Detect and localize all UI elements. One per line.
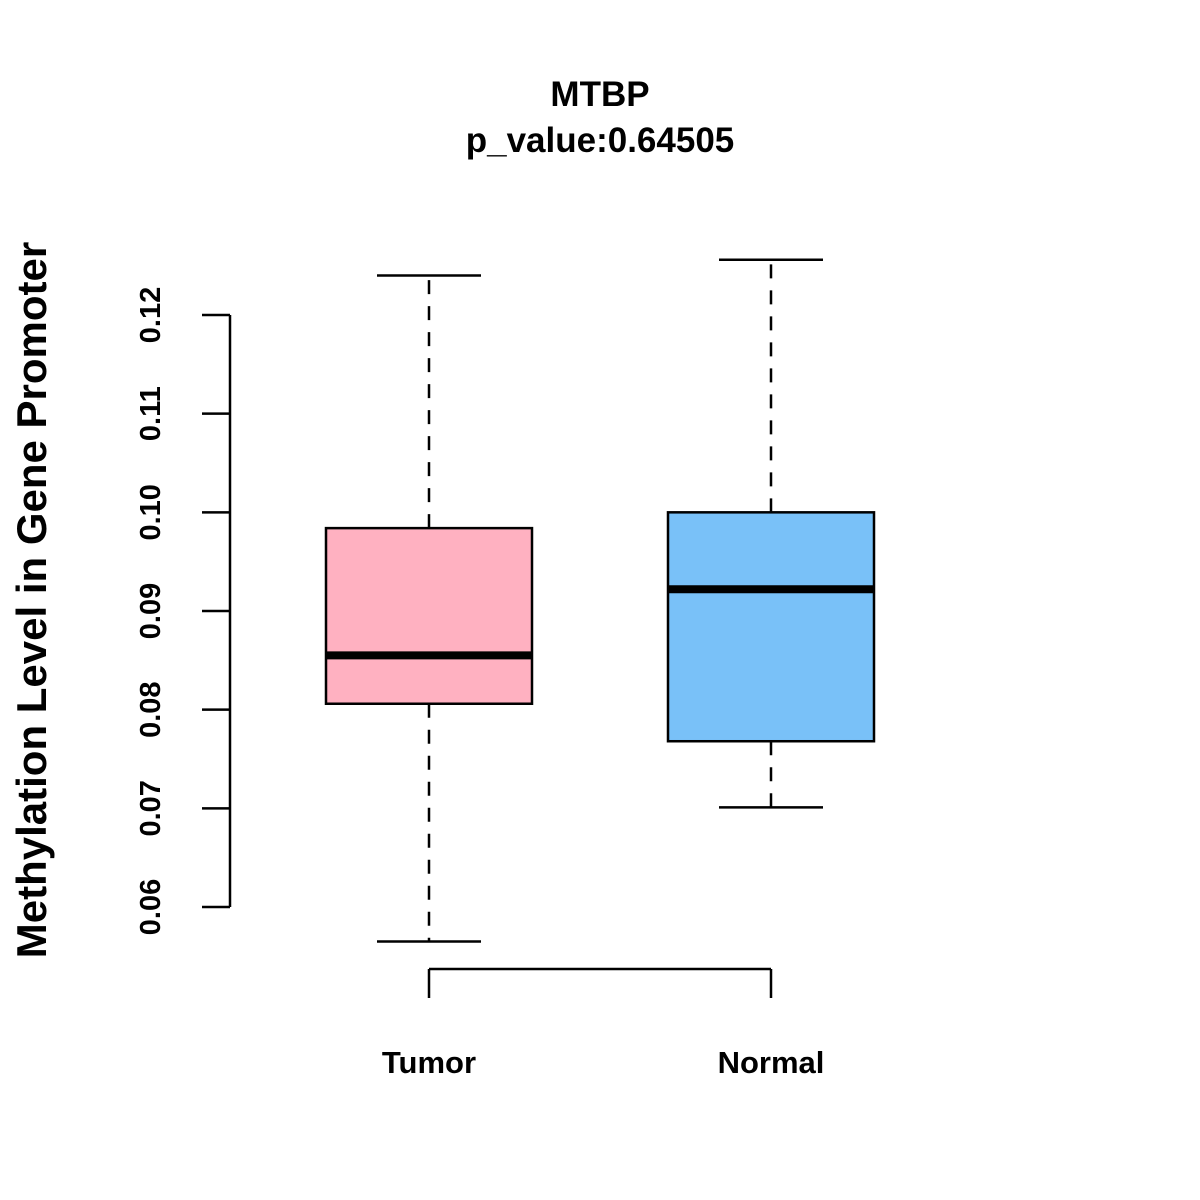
iqr-box bbox=[326, 528, 532, 704]
chart-subtitle: p_value:0.64505 bbox=[466, 121, 735, 160]
y-tick-label: 0.07 bbox=[135, 780, 167, 836]
y-axis-label: Methylation Level in Gene Promoter bbox=[8, 242, 55, 958]
box-tumor bbox=[326, 276, 532, 942]
x-tick-label: Tumor bbox=[382, 1045, 476, 1080]
y-tick-label: 0.08 bbox=[135, 681, 167, 737]
y-tick-label: 0.12 bbox=[135, 287, 167, 343]
x-axis: Tumor Normal bbox=[382, 969, 824, 1080]
y-tick-label: 0.11 bbox=[135, 386, 167, 441]
y-tick-label: 0.09 bbox=[135, 583, 167, 639]
chart-title: MTBP bbox=[550, 75, 649, 114]
box-normal bbox=[668, 260, 874, 808]
y-tick-label: 0.10 bbox=[135, 484, 167, 540]
x-tick-label: Normal bbox=[718, 1045, 825, 1080]
box-series bbox=[326, 260, 874, 942]
iqr-box bbox=[668, 512, 874, 741]
y-tick-label: 0.06 bbox=[135, 879, 167, 935]
y-axis: 0.06 0.07 0.08 0.09 0.10 0.11 0.12 bbox=[135, 287, 230, 935]
